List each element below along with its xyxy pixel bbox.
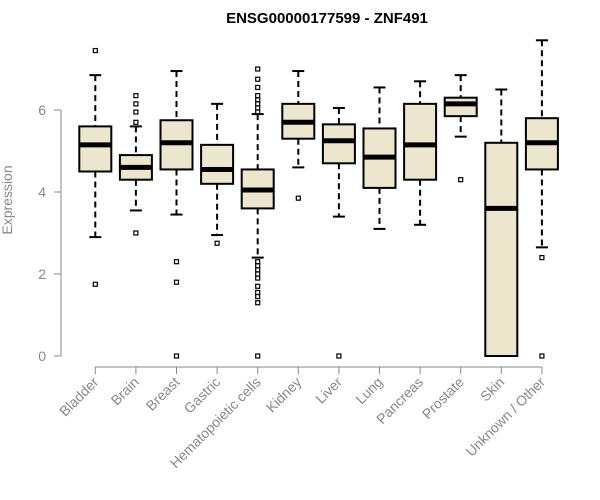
x-tick-label: Liver <box>312 374 345 407</box>
x-tick-label: Brain <box>108 374 142 408</box>
outlier-point <box>255 97 261 103</box>
outlier-point <box>255 289 261 296</box>
outlier-point <box>255 353 261 359</box>
y-tick-label: 2 <box>38 266 46 282</box>
outlier-point <box>255 76 261 82</box>
iqr-box <box>78 125 113 173</box>
outlier-point <box>255 275 261 281</box>
outlier-point <box>255 283 261 289</box>
box-brain <box>118 93 153 236</box>
outlier-point <box>255 105 261 111</box>
y-tick-label: 6 <box>38 102 46 118</box>
x-tick-label: Bladder <box>56 374 102 420</box>
x-tick-label: Lung <box>352 374 385 407</box>
y-tick-label: 4 <box>38 184 46 200</box>
iqr-box <box>484 141 519 357</box>
y-axis-label: Expression <box>0 165 15 234</box>
outlier-point <box>133 93 139 99</box>
y-tick-label: 0 <box>38 348 46 364</box>
box-bladder <box>78 47 113 287</box>
box-breast <box>159 70 194 359</box>
box-liver <box>321 106 356 359</box>
outlier-point <box>255 293 261 300</box>
outlier-point <box>255 263 261 269</box>
box-lung <box>362 86 397 230</box>
box-prostate <box>443 74 478 183</box>
box-hematopoietic-cells <box>240 66 275 359</box>
outlier-point <box>539 255 545 261</box>
outlier-point <box>255 300 261 306</box>
box-gastric <box>200 102 235 246</box>
outlier-point <box>133 101 139 107</box>
box-unknown-other <box>524 39 559 359</box>
iqr-box <box>443 96 478 118</box>
outlier-point <box>255 271 261 277</box>
x-tick-label: Breast <box>143 374 183 414</box>
outlier-point <box>255 93 261 99</box>
iqr-box <box>403 102 438 181</box>
outlier-point <box>92 281 98 287</box>
box-pancreas <box>403 80 438 226</box>
outlier-point <box>133 119 139 125</box>
box-kidney <box>281 70 316 201</box>
outlier-point <box>539 353 545 359</box>
iqr-box <box>321 123 356 165</box>
outlier-point <box>133 230 139 236</box>
outlier-point <box>255 84 261 91</box>
outlier-point <box>295 195 301 201</box>
outlier-point <box>173 279 180 285</box>
plot-area <box>78 39 559 368</box>
outlier-point <box>458 177 464 183</box>
outlier-point <box>173 259 180 265</box>
box-skin <box>484 88 519 357</box>
x-tick-label: Kidney <box>263 374 305 416</box>
outlier-point <box>133 109 139 115</box>
outlier-point <box>255 101 261 107</box>
outlier-point <box>255 66 261 72</box>
x-tick-label: Prostate <box>419 374 467 422</box>
chart-title: ENSG00000177599 - ZNF491 <box>226 10 428 27</box>
outlier-point <box>336 353 342 359</box>
outlier-point <box>255 109 261 115</box>
outlier-point <box>255 259 261 265</box>
iqr-box <box>200 143 235 185</box>
x-tick-label: Skin <box>477 374 508 405</box>
y-axis: 0 2 4 6 <box>38 102 62 364</box>
outlier-point <box>214 240 220 246</box>
outlier-point <box>92 47 98 54</box>
outlier-point <box>173 353 180 359</box>
outlier-point <box>255 267 261 273</box>
